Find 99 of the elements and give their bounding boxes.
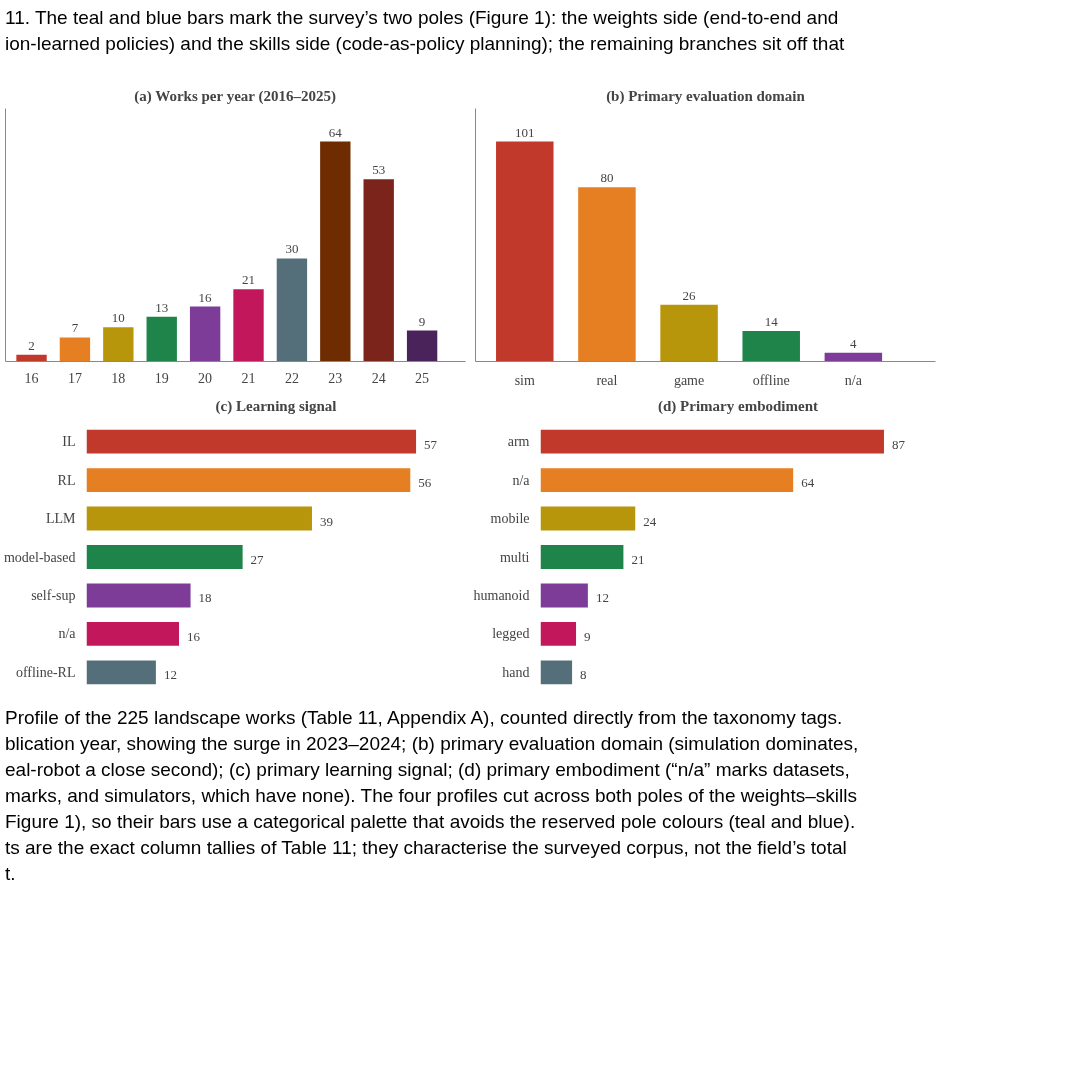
- bar: [540, 468, 794, 492]
- data-label: 13: [155, 299, 169, 315]
- bar: [540, 583, 588, 608]
- bar: [496, 141, 554, 362]
- x-tick-label: 19: [154, 370, 169, 386]
- data-label: 12: [595, 590, 609, 606]
- y-tick-label: arm: [507, 434, 530, 450]
- data-label: 8: [580, 667, 587, 683]
- data-label: 24: [643, 513, 657, 529]
- bar: [406, 330, 438, 362]
- bar: [86, 429, 417, 454]
- y-tick-label: hand: [502, 664, 530, 680]
- data-label: 57: [424, 436, 438, 452]
- x-tick-label: 17: [67, 370, 82, 386]
- bar: [86, 506, 312, 531]
- bar: [540, 429, 884, 454]
- bar: [86, 660, 156, 685]
- data-label: 12: [163, 667, 177, 683]
- data-label: 21: [242, 272, 256, 288]
- bar: [233, 289, 264, 362]
- caption: Figure 1), so their bars use a categorical palette that avoids the reserved pole colours (teal and blue).: [5, 811, 856, 832]
- data-label: 9: [418, 313, 426, 329]
- bar: [363, 179, 394, 362]
- x-tick-label: real: [596, 372, 618, 388]
- chart-title: (b) Primary evaluation domain: [606, 87, 806, 105]
- data-label: 4: [850, 335, 858, 351]
- bar: [540, 622, 577, 646]
- data-label: 18: [198, 590, 212, 606]
- data-label: 39: [319, 513, 333, 529]
- bar: [86, 468, 411, 492]
- data-label: 16: [198, 289, 213, 305]
- bar: [320, 141, 351, 362]
- y-tick-label: self-sup: [31, 587, 76, 603]
- bar: [824, 352, 883, 362]
- data-label: 10: [111, 310, 125, 326]
- y-tick-label: model-based: [3, 549, 76, 565]
- y-tick-label: mobile: [490, 511, 530, 527]
- bar: [742, 331, 800, 362]
- bar: [540, 506, 636, 531]
- data-label: 27: [250, 552, 265, 567]
- x-tick-label: 22: [284, 370, 299, 386]
- text: eal-robot a close second); (c) primary learning signal; (d) primary embodiment (“n/a” marks datasets,: [5, 759, 850, 780]
- text: marks, and simulators, which have none). The four profiles cut across both poles of the weights–skills: [5, 785, 857, 806]
- chart-title: (d) Primary embodiment: [658, 397, 818, 415]
- x-tick-label: offline: [752, 372, 790, 388]
- bar: [540, 660, 573, 685]
- bar: [578, 187, 636, 362]
- data-label: 7: [71, 320, 79, 336]
- text: ion-learned policies) and the skills side (code-as-policy planning); the remaining branches sit off that: [5, 33, 845, 54]
- data-label: 16: [187, 628, 201, 644]
- data-label: 56: [418, 475, 432, 491]
- bar: [146, 316, 177, 362]
- data-label: 53: [372, 162, 386, 178]
- text: t.: [5, 863, 16, 884]
- x-tick-label: 23: [328, 370, 343, 386]
- data-label: 101: [515, 124, 535, 140]
- text: blication year, showing the surge in 2023–2024; (b) primary evaluation domain (simulation dominates,: [5, 733, 859, 754]
- text: Profile of the 225 landscape works (Table 11, Appendix A), counted directly from the taxonomy tags.: [5, 707, 843, 728]
- x-tick-label: 18: [111, 370, 126, 386]
- data-label: 87: [891, 436, 906, 452]
- data-label: 21: [631, 552, 645, 567]
- y-tick-label: LLM: [45, 511, 77, 527]
- y-tick-label: legged: [492, 626, 530, 642]
- x-tick-label: game: [673, 372, 705, 388]
- data-label: 26: [682, 287, 697, 303]
- chart-title: (c) Learning signal: [215, 397, 337, 415]
- x-tick-label: 21: [241, 370, 256, 386]
- data-label: 2: [28, 337, 35, 353]
- text: ts are the exact column tallies of Table 11; they characterise the surveyed corpus, not the field’s total: [5, 837, 847, 858]
- data-label: 30: [285, 241, 299, 257]
- x-tick-label: 20: [198, 370, 213, 386]
- bar: [540, 545, 624, 569]
- bar: [103, 327, 134, 362]
- bar: [86, 583, 191, 608]
- y-tick-label: RL: [57, 472, 76, 488]
- y-tick-label: multi: [499, 549, 530, 565]
- y-tick-label: humanoid: [473, 587, 530, 603]
- data-label: 14: [764, 314, 779, 329]
- x-tick-label: 24: [371, 370, 386, 386]
- bar: [86, 545, 243, 569]
- x-tick-label: sim: [514, 372, 536, 388]
- data-label: 9: [584, 628, 591, 644]
- y-tick-label: n/a: [58, 626, 77, 642]
- x-tick-label: 16: [24, 370, 39, 386]
- y-tick-label: n/a: [512, 472, 531, 488]
- chart-title: (a) Works per year (2016–2025): [134, 87, 336, 105]
- bar: [86, 622, 180, 646]
- bar: [59, 337, 91, 362]
- text: 11. The teal and blue bars mark the survey’s two poles (Figure 1): the weights side (end-to-end and: [5, 7, 839, 28]
- data-label: 64: [328, 124, 343, 140]
- y-tick-label: IL: [62, 434, 76, 450]
- x-tick-label: 25: [415, 370, 430, 386]
- x-tick-label: n/a: [844, 372, 863, 388]
- data-label: 64: [801, 475, 815, 491]
- bar: [189, 306, 221, 362]
- data-label: 80: [600, 170, 614, 186]
- y-tick-label: offline-RL: [15, 664, 76, 680]
- bar: [660, 304, 718, 362]
- bar: [276, 258, 308, 362]
